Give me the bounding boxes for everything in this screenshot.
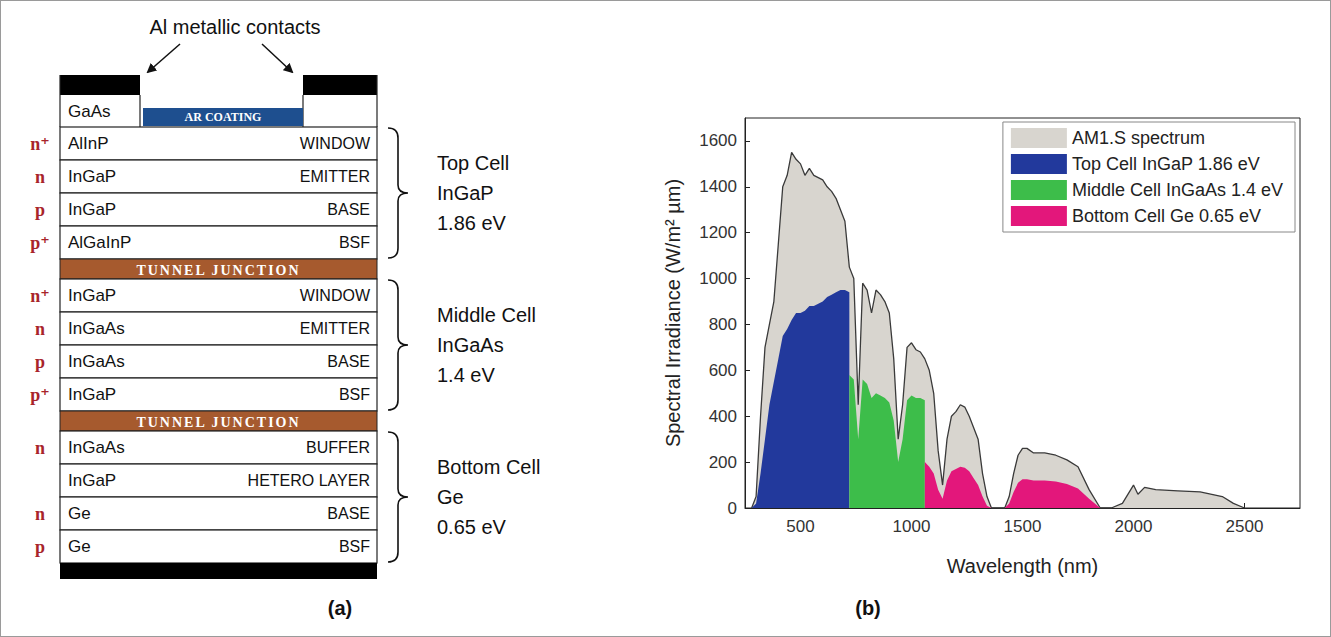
svg-text:2500: 2500 bbox=[1226, 517, 1264, 536]
svg-text:Bottom Cell Ge 0.65 eV: Bottom Cell Ge 0.65 eV bbox=[1072, 206, 1261, 226]
svg-text:1000: 1000 bbox=[893, 517, 931, 536]
svg-text:EMITTER: EMITTER bbox=[300, 168, 370, 185]
svg-text:n: n bbox=[35, 504, 45, 524]
svg-text:BSF: BSF bbox=[339, 234, 370, 251]
svg-text:Al metallic contacts: Al metallic contacts bbox=[149, 16, 320, 38]
svg-text:BSF: BSF bbox=[339, 386, 370, 403]
svg-text:BUFFER: BUFFER bbox=[306, 439, 370, 456]
svg-text:TUNNEL JUNCTION: TUNNEL JUNCTION bbox=[136, 263, 300, 278]
svg-text:n: n bbox=[35, 438, 45, 458]
svg-text:p⁺: p⁺ bbox=[30, 385, 50, 405]
svg-text:InGaAs: InGaAs bbox=[68, 352, 125, 371]
svg-text:BSF: BSF bbox=[339, 538, 370, 555]
svg-text:p: p bbox=[35, 200, 45, 220]
svg-text:InGaP: InGaP bbox=[68, 167, 116, 186]
svg-text:InGaAs: InGaAs bbox=[437, 334, 504, 356]
svg-text:Spectral Irradiance (W/m² µm): Spectral Irradiance (W/m² µm) bbox=[662, 179, 684, 447]
svg-text:1.86 eV: 1.86 eV bbox=[437, 212, 507, 234]
svg-text:2000: 2000 bbox=[1115, 517, 1153, 536]
svg-text:InGaAs: InGaAs bbox=[68, 438, 125, 457]
svg-text:EMITTER: EMITTER bbox=[300, 320, 370, 337]
svg-text:p: p bbox=[35, 537, 45, 557]
svg-text:InGaP: InGaP bbox=[437, 182, 494, 204]
svg-text:0.65 eV: 0.65 eV bbox=[437, 516, 507, 538]
svg-text:InGaP: InGaP bbox=[68, 471, 116, 490]
svg-text:WINDOW: WINDOW bbox=[300, 287, 371, 304]
svg-text:1500: 1500 bbox=[1004, 517, 1042, 536]
svg-text:p⁺: p⁺ bbox=[30, 233, 50, 253]
svg-text:n⁺: n⁺ bbox=[30, 134, 50, 154]
svg-text:WINDOW: WINDOW bbox=[300, 135, 371, 152]
svg-text:200: 200 bbox=[709, 453, 737, 472]
svg-text:AlGaInP: AlGaInP bbox=[68, 233, 131, 252]
svg-text:n: n bbox=[35, 319, 45, 339]
svg-text:n: n bbox=[35, 167, 45, 187]
svg-text:1600: 1600 bbox=[699, 131, 737, 150]
svg-text:GaAs: GaAs bbox=[68, 102, 111, 121]
svg-text:n⁺: n⁺ bbox=[30, 286, 50, 306]
svg-text:Top Cell: Top Cell bbox=[437, 152, 509, 174]
svg-text:TUNNEL JUNCTION: TUNNEL JUNCTION bbox=[136, 415, 300, 430]
svg-text:Wavelength (nm): Wavelength (nm) bbox=[947, 555, 1099, 577]
svg-text:800: 800 bbox=[709, 315, 737, 334]
svg-text:p: p bbox=[35, 352, 45, 372]
svg-text:1.4 eV: 1.4 eV bbox=[437, 364, 495, 386]
svg-text:1200: 1200 bbox=[699, 223, 737, 242]
svg-text:400: 400 bbox=[709, 407, 737, 426]
svg-text:InGaP: InGaP bbox=[68, 200, 116, 219]
svg-text:(b): (b) bbox=[855, 597, 881, 619]
svg-text:AlInP: AlInP bbox=[68, 134, 109, 153]
svg-text:InGaAs: InGaAs bbox=[68, 319, 125, 338]
svg-text:Ge: Ge bbox=[68, 537, 91, 556]
svg-text:AM1.S spectrum: AM1.S spectrum bbox=[1072, 128, 1205, 148]
svg-text:1000: 1000 bbox=[699, 269, 737, 288]
svg-text:AR COATING: AR COATING bbox=[185, 110, 262, 124]
svg-text:Ge: Ge bbox=[68, 504, 91, 523]
svg-text:InGaP: InGaP bbox=[68, 385, 116, 404]
svg-text:Middle Cell: Middle Cell bbox=[437, 304, 536, 326]
svg-text:BASE: BASE bbox=[327, 201, 370, 218]
svg-text:BASE: BASE bbox=[327, 505, 370, 522]
svg-text:600: 600 bbox=[709, 361, 737, 380]
svg-text:Top Cell InGaP 1.86 eV: Top Cell InGaP 1.86 eV bbox=[1072, 154, 1260, 174]
svg-text:HETERO LAYER: HETERO LAYER bbox=[248, 472, 370, 489]
svg-text:(a): (a) bbox=[328, 597, 352, 619]
svg-text:1400: 1400 bbox=[699, 177, 737, 196]
svg-text:Middle Cell InGaAs 1.4 eV: Middle Cell InGaAs 1.4 eV bbox=[1072, 180, 1283, 200]
svg-text:0: 0 bbox=[728, 499, 737, 518]
svg-text:BASE: BASE bbox=[327, 353, 370, 370]
svg-text:InGaP: InGaP bbox=[68, 286, 116, 305]
svg-text:500: 500 bbox=[786, 517, 814, 536]
svg-text:Bottom Cell: Bottom Cell bbox=[437, 456, 540, 478]
svg-text:Ge: Ge bbox=[437, 486, 464, 508]
